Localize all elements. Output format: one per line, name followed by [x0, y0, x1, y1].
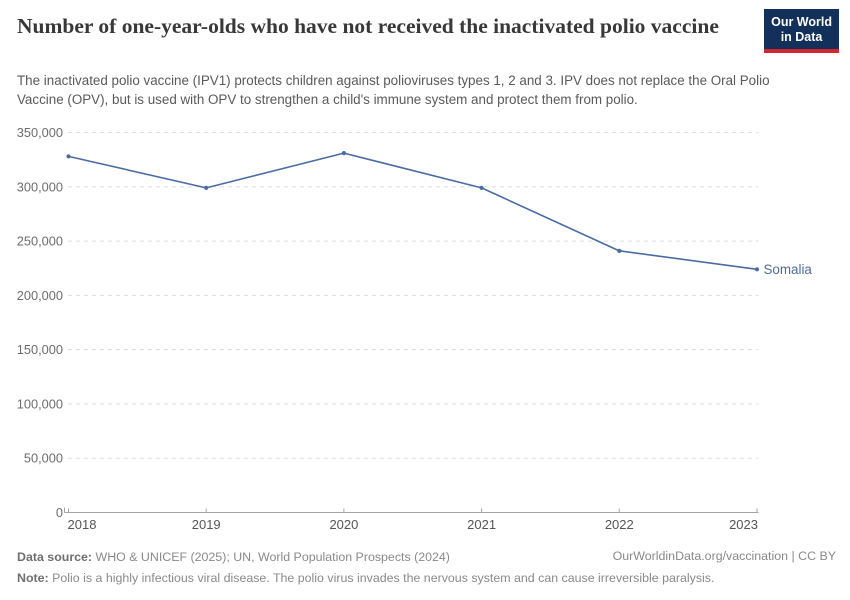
data-line[interactable] [67, 152, 758, 271]
data-point[interactable] [479, 185, 484, 190]
series-label: Somalia [764, 262, 813, 277]
y-axis-tick-label: 250,000 [17, 234, 63, 249]
line-chart[interactable]: 0 50,000 100,000 150,000 200,000 250,000 300,0… [0, 0, 850, 545]
x-axis-tick-label: 2023 [729, 517, 758, 532]
chart-title: Number of one-year-olds who have not rec… [17, 14, 719, 38]
footer-credit: OurWorldinData.org/vaccination | CC BY [612, 549, 836, 563]
data-point[interactable] [204, 185, 209, 190]
y-axis-tick-label: 150,000 [17, 342, 63, 357]
y-axis-tick-label: 100,000 [17, 396, 63, 411]
y-axis-tick-label: 350,000 [17, 125, 63, 140]
y-axis-tick-label: 300,000 [17, 179, 63, 194]
data-source-label: Data source: [17, 550, 93, 564]
footer-data-source: Data source: WHO & UNICEF (2025); UN, Wo… [17, 549, 450, 565]
owid-logo-line1: Our World [771, 15, 832, 29]
chart-subtitle: The inactivated polio vaccine (IPV1) pro… [17, 73, 770, 107]
note-label: Note: [17, 571, 49, 585]
x-axis-tick-label: 2022 [605, 517, 634, 532]
y-axis-tick-label: 50,000 [24, 451, 63, 466]
data-point[interactable] [341, 151, 346, 156]
x-axis-tick-label: 2019 [192, 517, 221, 532]
x-axis-tick-label: 2018 [68, 517, 97, 532]
data-point[interactable] [66, 154, 71, 159]
data-point[interactable] [617, 248, 622, 253]
owid-logo-line2: in Data [780, 30, 823, 44]
x-axis-tick-label: 2021 [467, 517, 496, 532]
owid-logo: Our World in Data [764, 9, 839, 53]
footer-note: Note: Polio is a highly infectious viral… [17, 570, 797, 586]
data-point[interactable] [754, 267, 760, 272]
note-text: Polio is a highly infectious viral disea… [48, 571, 715, 585]
x-axis-tick-label: 2020 [329, 517, 358, 532]
y-axis-tick-label: 0 [56, 505, 63, 520]
y-axis-tick-label: 200,000 [17, 288, 63, 303]
data-source-text: WHO & UNICEF (2025); UN, World Populatio… [92, 550, 450, 564]
